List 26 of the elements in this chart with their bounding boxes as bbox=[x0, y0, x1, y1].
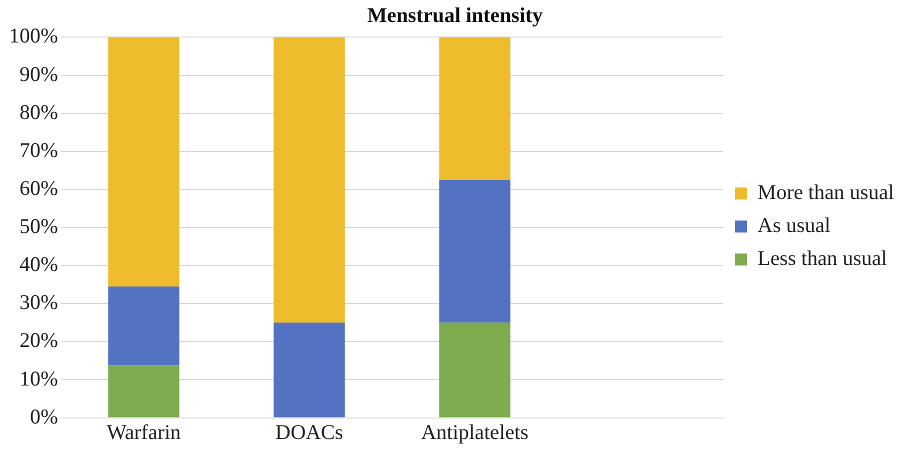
y-tick-label: 70% bbox=[19, 138, 58, 162]
x-tick-label: Antiplatelets bbox=[421, 420, 528, 444]
legend-label: More than usual bbox=[758, 180, 894, 204]
legend-label: Less than usual bbox=[758, 246, 888, 270]
y-tick-label: 50% bbox=[19, 214, 58, 238]
y-tick-label: 90% bbox=[19, 62, 58, 86]
y-tick-label: 10% bbox=[19, 366, 58, 390]
y-tick-label: 100% bbox=[8, 24, 58, 48]
y-tick-label: 40% bbox=[19, 252, 58, 276]
bar bbox=[274, 322, 345, 418]
y-tick-label: 60% bbox=[19, 176, 58, 200]
bar bbox=[108, 286, 180, 366]
y-tick-label: 0% bbox=[30, 404, 58, 428]
y-tick-label: 80% bbox=[19, 100, 58, 124]
y-tick-label: 20% bbox=[19, 328, 58, 352]
bar bbox=[439, 322, 510, 418]
bar bbox=[108, 37, 180, 286]
y-tick-label: 30% bbox=[19, 290, 58, 314]
bar bbox=[439, 180, 510, 323]
legend-label: As usual bbox=[758, 213, 831, 238]
bar bbox=[274, 37, 345, 323]
x-tick-label: Warfarin bbox=[106, 420, 182, 444]
bar bbox=[108, 365, 180, 418]
bar bbox=[439, 37, 510, 180]
chart-title: Menstrual intensity bbox=[367, 3, 544, 28]
x-tick-label: DOACs bbox=[275, 420, 344, 444]
